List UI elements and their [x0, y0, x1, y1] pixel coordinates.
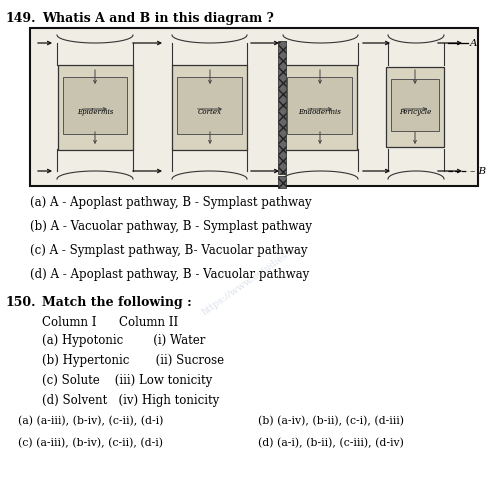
Text: (b) A - Vacuolar pathway, B - Symplast pathway: (b) A - Vacuolar pathway, B - Symplast p…	[30, 220, 312, 233]
Text: (b) (a-iv), (b-ii), (c-i), (d-iii): (b) (a-iv), (b-ii), (c-i), (d-iii)	[258, 416, 404, 426]
Bar	[63, 77, 127, 134]
Text: (b) Hypertonic       (ii) Sucrose: (b) Hypertonic (ii) Sucrose	[42, 354, 224, 367]
Bar	[391, 79, 439, 131]
Bar	[30, 28, 478, 186]
Text: Column I      Column II: Column I Column II	[42, 316, 178, 329]
Text: (d) (a-i), (b-ii), (c-iii), (d-iv): (d) (a-i), (b-ii), (c-iii), (d-iv)	[258, 438, 404, 448]
Bar	[278, 176, 286, 188]
Bar	[288, 77, 353, 134]
Text: Cortex: Cortex	[198, 108, 222, 116]
Bar	[283, 64, 358, 149]
Text: https://www.estudies.in: https://www.estudies.in	[200, 243, 300, 317]
Text: – B: – B	[470, 166, 486, 176]
Text: (a) (a-iii), (b-iv), (c-ii), (d-i): (a) (a-iii), (b-iv), (c-ii), (d-i)	[18, 416, 163, 426]
Text: (c) A - Symplast pathway, B- Vacuolar pathway: (c) A - Symplast pathway, B- Vacuolar pa…	[30, 244, 308, 257]
Text: Epidermis: Epidermis	[77, 108, 113, 116]
Text: Whatis A and B in this diagram ?: Whatis A and B in this diagram ?	[42, 12, 274, 25]
Text: A: A	[470, 39, 477, 48]
Text: Pericycle: Pericycle	[399, 108, 431, 116]
Bar	[172, 64, 247, 149]
Text: 149.: 149.	[5, 12, 36, 25]
Text: (c) (a-iii), (b-iv), (c-ii), (d-i): (c) (a-iii), (b-iv), (c-ii), (d-i)	[18, 438, 163, 448]
Bar	[278, 41, 286, 174]
Text: (a) A - Apoplast pathway, B - Symplast pathway: (a) A - Apoplast pathway, B - Symplast p…	[30, 196, 312, 209]
Text: 150.: 150.	[5, 296, 36, 309]
Text: Match the following :: Match the following :	[42, 296, 192, 309]
Bar	[58, 64, 132, 149]
Text: (d) Solvent   (iv) High tonicity: (d) Solvent (iv) High tonicity	[42, 394, 219, 407]
Text: (c) Solute    (iii) Low tonicity: (c) Solute (iii) Low tonicity	[42, 374, 212, 387]
Bar	[386, 67, 444, 147]
Text: (a) Hypotonic        (i) Water: (a) Hypotonic (i) Water	[42, 334, 205, 347]
Text: Endodermis: Endodermis	[299, 108, 342, 116]
Text: (d) A - Apoplast pathway, B - Vacuolar pathway: (d) A - Apoplast pathway, B - Vacuolar p…	[30, 268, 309, 281]
Bar	[177, 77, 242, 134]
